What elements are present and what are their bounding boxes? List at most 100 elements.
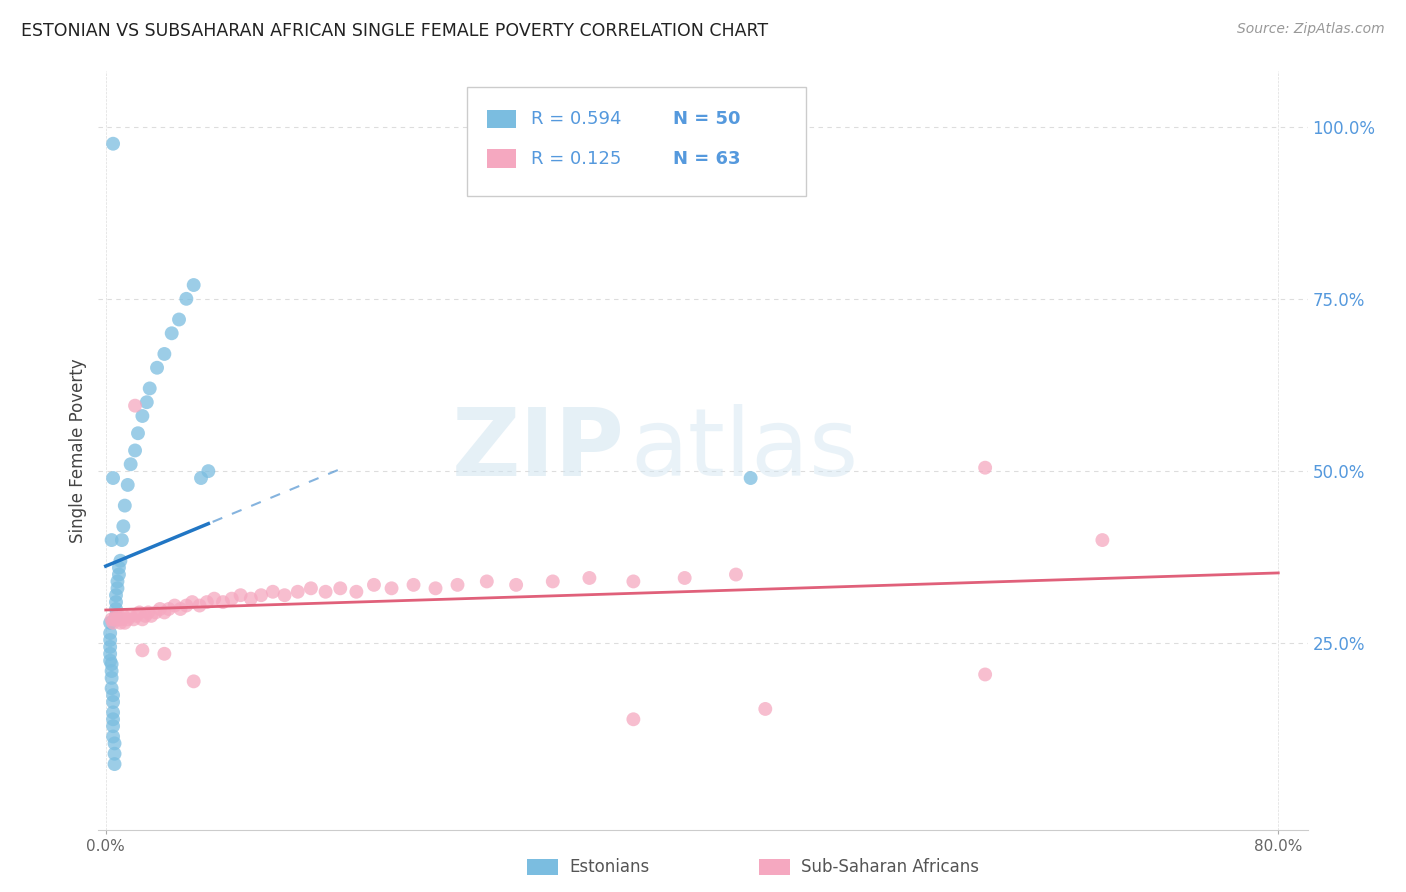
Point (98, 640, 121, 654)
Point (363, 578, 385, 592)
Point (114, 615, 136, 630)
Point (117, 478, 139, 492)
Point (212, 595, 235, 609)
Point (120, 457, 142, 471)
Point (1091, 533, 1114, 547)
Point (153, 606, 176, 620)
Text: atlas: atlas (630, 404, 859, 497)
Point (105, 602, 128, 616)
Point (541, 574, 564, 589)
Point (167, 312, 190, 326)
Point (98, 654, 121, 668)
Point (135, 395, 157, 409)
Point (117, 612, 139, 626)
Point (250, 588, 273, 602)
Point (114, 499, 136, 513)
Point (101, 688, 124, 702)
Point (108, 560, 131, 574)
Text: Sub-Saharan Africans: Sub-Saharan Africans (801, 858, 980, 876)
Point (111, 533, 134, 547)
Text: Estonians: Estonians (569, 858, 650, 876)
Point (100, 681, 122, 696)
Point (101, 136, 124, 151)
Point (157, 602, 180, 616)
Point (124, 443, 146, 458)
Point (183, 674, 205, 689)
Point (153, 647, 176, 661)
Point (505, 578, 527, 592)
Point (183, 278, 205, 293)
Point (131, 612, 153, 626)
Point (380, 582, 402, 596)
Point (100, 664, 122, 678)
Point (110, 554, 132, 568)
Point (621, 712, 644, 726)
Point (101, 706, 124, 720)
Point (163, 599, 186, 613)
Point (101, 730, 124, 744)
Point (103, 612, 125, 626)
Point (108, 567, 131, 582)
Point (107, 574, 129, 589)
Point (124, 399, 146, 413)
Text: ZIP: ZIP (451, 404, 624, 497)
Point (724, 567, 747, 582)
Point (176, 292, 198, 306)
Point (169, 602, 191, 616)
Point (974, 460, 997, 475)
Point (107, 612, 129, 626)
Point (101, 615, 124, 630)
Text: N = 63: N = 63 (672, 150, 741, 168)
Point (621, 574, 644, 589)
Point (239, 591, 262, 606)
Point (229, 588, 252, 602)
Point (122, 612, 145, 626)
Point (221, 591, 243, 606)
Point (103, 747, 125, 761)
Point (127, 426, 149, 441)
Point (134, 608, 156, 623)
Point (98, 626, 121, 640)
Point (160, 326, 183, 341)
Point (108, 608, 131, 623)
Point (105, 608, 128, 623)
Point (578, 571, 600, 585)
Point (103, 736, 125, 750)
FancyBboxPatch shape (486, 150, 516, 168)
Text: N = 50: N = 50 (672, 110, 741, 128)
Point (475, 574, 498, 589)
Point (446, 578, 468, 592)
Point (105, 608, 128, 623)
Point (101, 695, 124, 709)
Point (273, 588, 295, 602)
Point (131, 409, 153, 423)
Point (287, 584, 309, 599)
Point (673, 571, 696, 585)
Point (101, 712, 124, 726)
Point (344, 584, 367, 599)
Point (141, 608, 163, 623)
Point (105, 588, 128, 602)
Point (98, 647, 121, 661)
Point (181, 595, 204, 609)
Point (101, 471, 124, 485)
Point (98, 633, 121, 648)
Point (153, 347, 176, 361)
Point (197, 464, 219, 478)
Point (107, 582, 129, 596)
Point (112, 519, 135, 533)
Point (146, 360, 169, 375)
Point (125, 608, 148, 623)
Point (149, 602, 172, 616)
Point (101, 719, 124, 733)
Point (110, 615, 132, 630)
Point (188, 599, 211, 613)
Point (136, 606, 159, 620)
Point (111, 612, 134, 626)
Point (112, 608, 135, 623)
Point (100, 533, 122, 547)
Point (100, 671, 122, 685)
Text: R = 0.594: R = 0.594 (531, 110, 621, 128)
Point (120, 608, 142, 623)
Point (145, 606, 167, 620)
